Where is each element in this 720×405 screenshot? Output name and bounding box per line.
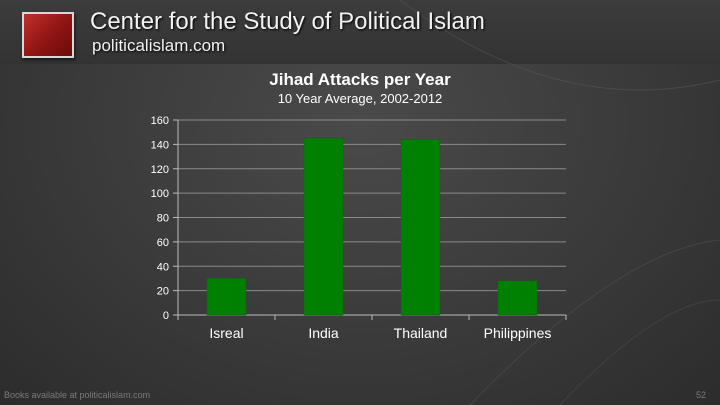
x-tick-label: Isreal bbox=[209, 325, 243, 341]
y-tick-label: 80 bbox=[157, 213, 169, 225]
logo-square bbox=[22, 12, 74, 58]
y-tick-label: 40 bbox=[157, 261, 169, 273]
y-tick-label: 120 bbox=[151, 164, 169, 176]
y-tick-label: 100 bbox=[151, 188, 169, 200]
header-band bbox=[0, 0, 720, 64]
y-tick-label: 140 bbox=[151, 139, 169, 151]
x-tick-label: Philippines bbox=[484, 325, 552, 341]
x-tick-label: Thailand bbox=[394, 325, 448, 341]
bar bbox=[206, 278, 247, 316]
chart-title: Jihad Attacks per Year bbox=[269, 70, 451, 89]
y-tick-label: 20 bbox=[157, 286, 169, 298]
bar bbox=[497, 280, 538, 316]
page-number: 52 bbox=[695, 390, 706, 400]
footer-note: Books available at politicalislam.com bbox=[4, 390, 151, 400]
bar bbox=[303, 138, 344, 316]
y-tick-label: 60 bbox=[157, 237, 169, 249]
x-tick-label: India bbox=[308, 325, 339, 341]
chart-subtitle: 10 Year Average, 2002-2012 bbox=[277, 91, 443, 106]
org-title: Center for the Study of Political Islam bbox=[90, 8, 485, 35]
y-tick-label: 160 bbox=[151, 115, 169, 127]
y-tick-label: 0 bbox=[163, 310, 169, 322]
org-website: politicalislam.com bbox=[92, 36, 226, 55]
bar bbox=[400, 139, 441, 316]
